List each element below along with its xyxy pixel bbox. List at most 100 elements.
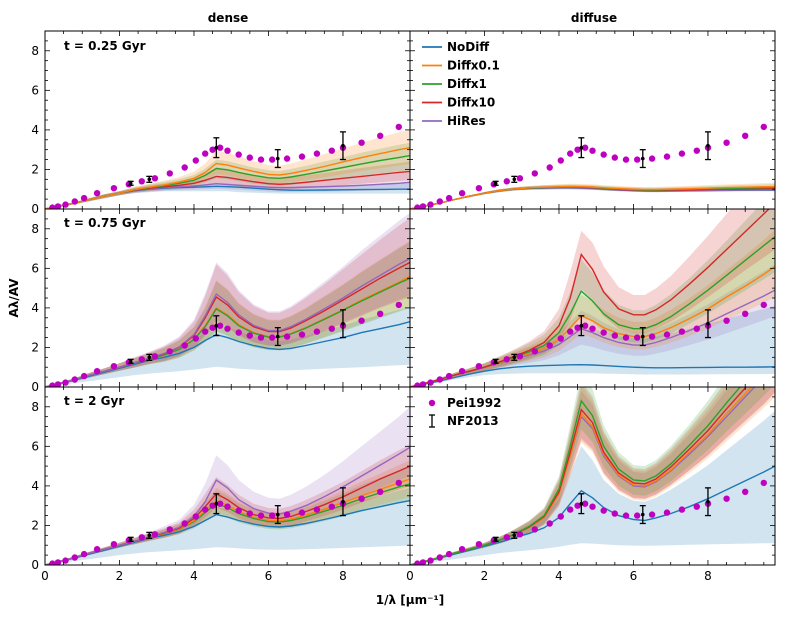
pei1992-point [235, 507, 242, 514]
pei1992-point [202, 506, 209, 513]
pei1992-point [166, 348, 173, 355]
pei1992-point [458, 546, 466, 553]
pei1992-point [546, 520, 553, 527]
pei1992-point [475, 185, 483, 192]
y-tick-label: 6 [31, 439, 39, 453]
pei1992-point [589, 325, 596, 332]
pei1992-point [436, 376, 443, 383]
pei1992-point [192, 157, 199, 164]
legend-label-Pei1992: Pei1992 [447, 396, 501, 410]
pei1992-point [269, 156, 276, 163]
pei1992-point [224, 503, 231, 510]
pei1992-point [358, 317, 365, 324]
pei1992-point [224, 325, 231, 332]
pei1992-point [760, 123, 767, 131]
y-axis-label: Aλ/AV [7, 278, 21, 318]
pei1992-point [546, 342, 553, 349]
nf2013-point [512, 533, 517, 538]
pei1992-point [760, 479, 767, 487]
pei1992-point [458, 368, 466, 375]
pei1992-point [693, 325, 700, 332]
pei1992-point [648, 511, 656, 518]
pei1992-point [377, 132, 384, 139]
pei1992-point [209, 502, 216, 509]
nf2013-point [640, 156, 645, 161]
nf2013-point [214, 501, 219, 506]
pei1992-point [600, 151, 607, 158]
pei1992-point [313, 328, 321, 335]
pei1992-point [235, 151, 242, 158]
y-tick-label: 4 [31, 301, 39, 315]
nf2013-point [275, 334, 280, 339]
pei1992-point [622, 334, 630, 341]
pei1992-point [358, 139, 365, 146]
pei1992-point [581, 322, 589, 329]
time-label-0.75: t = 0.75 Gyr [64, 216, 146, 230]
line-Diffx0.1-diffuse-0.25 [410, 185, 775, 209]
x-tick-label: 0 [41, 569, 49, 583]
pei1992-point [419, 381, 427, 387]
pei1992-point [71, 198, 79, 205]
legend-label-NF2013: NF2013 [447, 414, 499, 428]
y-tick-label: 8 [31, 44, 39, 58]
pei1992-point [742, 132, 749, 139]
pei1992-point [589, 147, 596, 154]
pei1992-point [574, 324, 581, 331]
pei1992-point [202, 328, 209, 335]
pei1992-point [760, 301, 767, 309]
band-NoDiff-diffuse-0.75 [410, 305, 775, 387]
line-NoDiff-dense-0.75 [45, 321, 410, 387]
nf2013-point [640, 334, 645, 339]
nf2013-point [147, 355, 152, 360]
pei1992-point [742, 488, 749, 495]
x-tick-label: 6 [265, 569, 273, 583]
line-HiRes-diffuse-0.25 [410, 186, 775, 209]
y-tick-label: 6 [31, 83, 39, 97]
pei1992-point [313, 506, 321, 513]
pei1992-point [395, 479, 402, 487]
pei1992-point [192, 335, 199, 342]
pei1992-point [445, 550, 453, 558]
column-title-diffuse: diffuse [571, 11, 617, 25]
pei1992-point [298, 509, 306, 516]
panel-dense-0.75: 0 2 4 6 8 [31, 208, 411, 394]
pei1992-point [693, 503, 700, 510]
pei1992-point [414, 560, 421, 565]
y-tick-label: 2 [31, 340, 39, 354]
pei1992-point [80, 194, 88, 202]
nf2013-point [512, 355, 517, 360]
pei1992-point [503, 356, 510, 363]
pei1992-point [151, 531, 159, 538]
column-title-dense: dense [208, 11, 249, 25]
pei1992-point [678, 150, 686, 157]
pei1992-point [216, 322, 224, 329]
pei1992-point [567, 506, 574, 513]
y-tick-label: 4 [31, 479, 39, 493]
pei1992-point [298, 331, 306, 338]
pei1992-point [328, 325, 335, 332]
pei1992-point [138, 534, 145, 541]
time-label-0.25: t = 0.25 Gyr [64, 39, 146, 53]
line-Diffx0.1-dense-0.25 [45, 147, 410, 209]
x-tick-label: 2 [481, 569, 489, 583]
pei1992-point [567, 328, 574, 335]
pei1992-point [648, 333, 656, 340]
legend-label-HiRes: HiRes [447, 114, 486, 128]
panel-dense-2: 0 2 4 6 8 0 2 4 6 8 [31, 386, 411, 583]
pei1992-point [269, 334, 276, 341]
pei1992-point [414, 382, 421, 387]
pei1992-point [611, 332, 618, 339]
x-tick-label: 2 [116, 569, 124, 583]
pei1992-point [622, 512, 630, 519]
line-NoDiff-diffuse-2 [410, 465, 775, 565]
pei1992-point [166, 526, 173, 533]
legend-label-Diffx1: Diffx1 [447, 77, 487, 91]
nf2013-point [493, 537, 498, 542]
x-axis-label: 1/λ [μm⁻¹] [376, 593, 444, 607]
pei1992-point [80, 550, 88, 558]
nf2013-point [706, 321, 710, 326]
pei1992-point [138, 178, 145, 185]
line-NoDiff-dense-2 [45, 500, 410, 565]
nf2013-point [706, 499, 710, 504]
pei1992-point [246, 154, 253, 161]
